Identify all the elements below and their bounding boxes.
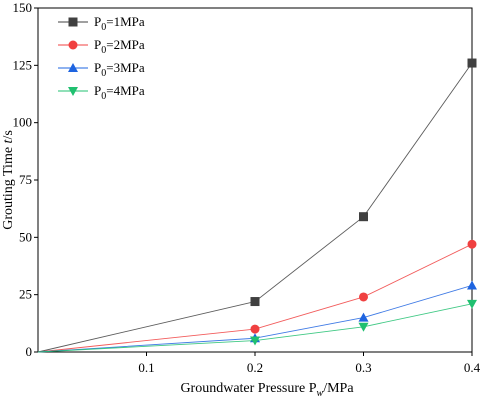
- series-1: [37, 58, 477, 353]
- legend-item: P0=3MPa: [58, 60, 145, 79]
- series-line: [37, 303, 473, 353]
- y-tick-label: 75: [19, 172, 32, 187]
- data-point: [359, 292, 368, 302]
- series-line: [37, 285, 473, 353]
- y-tick-label: 0: [26, 344, 33, 359]
- legend-label: P0=1MPa: [94, 14, 145, 33]
- x-tick-label: 0.3: [355, 360, 371, 375]
- y-tick-label: 100: [13, 115, 33, 130]
- y-tick-label: 150: [13, 0, 33, 15]
- legend-item: P0=2MPa: [58, 37, 145, 56]
- data-point: [467, 280, 477, 290]
- series-line: [37, 62, 473, 353]
- y-axis-label: Grouting Time t/s: [1, 130, 16, 230]
- x-tick-label: 0.4: [464, 360, 481, 375]
- data-point: [467, 299, 477, 309]
- x-axis-label: Groundwater Pressure Pw/MPa: [180, 381, 354, 399]
- legend-item: P0=1MPa: [58, 14, 145, 33]
- y-tick-label: 50: [19, 229, 32, 244]
- legend: P0=1MPa P0=2MPa P0=3MPa P0=4MPa: [58, 14, 145, 102]
- data-point: [359, 212, 368, 222]
- data-point: [467, 239, 477, 249]
- y-tick-label: 25: [19, 287, 32, 302]
- data-point: [358, 312, 369, 322]
- series-4: [37, 299, 477, 353]
- series-line: [37, 243, 473, 353]
- series-2: [37, 239, 477, 353]
- y-tick-label: 125: [13, 57, 33, 72]
- legend-label: P0=4MPa: [94, 83, 145, 102]
- legend-label: P0=2MPa: [94, 37, 145, 56]
- data-point: [250, 324, 260, 334]
- series-layer: [37, 58, 477, 353]
- data-point: [358, 322, 369, 332]
- legend-label: P0=3MPa: [94, 60, 145, 79]
- x-tick-label: 0.1: [138, 360, 154, 375]
- legend-marker: [68, 40, 78, 50]
- legend-marker: [68, 17, 78, 27]
- ticks: 0 25 50 75 100 125 150 0.1 0.2 0.3 0.4: [13, 0, 481, 375]
- data-point: [467, 58, 477, 68]
- legend-marker: [68, 87, 78, 96]
- x-tick-label: 0.2: [247, 360, 263, 375]
- legend-marker: [68, 63, 78, 72]
- legend-item: P0=4MPa: [58, 83, 145, 102]
- data-point: [250, 297, 260, 307]
- data-point: [250, 336, 260, 346]
- axis-labels: Groundwater Pressure Pw/MPa Grouting Time…: [1, 130, 354, 399]
